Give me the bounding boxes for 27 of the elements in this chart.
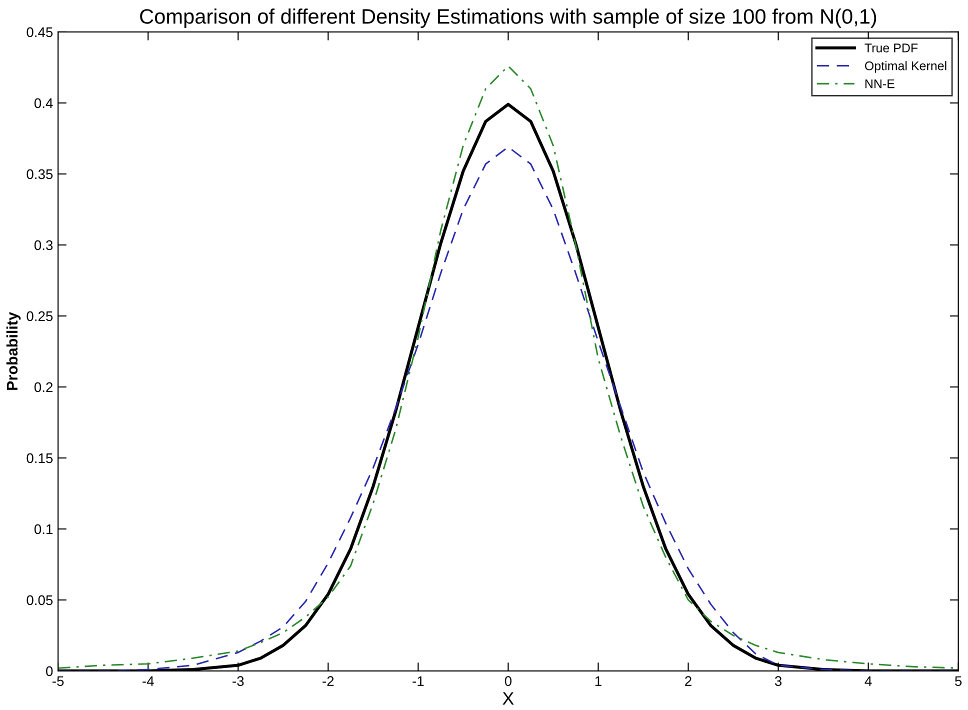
x-tick-label: 5 [955, 676, 962, 686]
x-tick-label: -4 [142, 676, 154, 686]
chart-title: Comparison of different Density Estimations with sample of size 100 from N(0,1) [140, 8, 876, 28]
x-tick-label: -3 [232, 676, 244, 686]
y-tick-label: 0 [46, 666, 53, 676]
legend-label: NN-E [865, 79, 894, 88]
legend-label: True PDF [864, 44, 918, 52]
x-axis-title: X [502, 692, 514, 705]
x-tick-label: -1 [412, 676, 424, 686]
x-tick-label: -2 [322, 676, 334, 686]
x-tick-label: 1 [595, 676, 602, 686]
legend-label: Optimal Kernel [864, 61, 946, 73]
x-tick-label: 2 [685, 676, 692, 686]
y-tick-label: 0.25 [26, 311, 53, 322]
x-tick-label: 0 [504, 676, 512, 686]
y-tick-label: 0.2 [34, 382, 53, 392]
x-tick-label: 3 [774, 676, 782, 686]
y-tick-label: 0.1 [34, 524, 53, 534]
x-tick-label: -5 [52, 676, 64, 686]
y-tick-label: 0.45 [26, 27, 53, 38]
y-tick-label: 0.35 [26, 169, 53, 180]
y-tick-label: 0.3 [34, 240, 53, 250]
y-tick-label: 0.15 [26, 453, 53, 464]
y-axis-title: Probability [6, 312, 21, 390]
x-tick-label: 4 [864, 676, 872, 686]
y-tick-label: 0.4 [34, 98, 53, 108]
y-tick-label: 0.05 [26, 595, 53, 606]
